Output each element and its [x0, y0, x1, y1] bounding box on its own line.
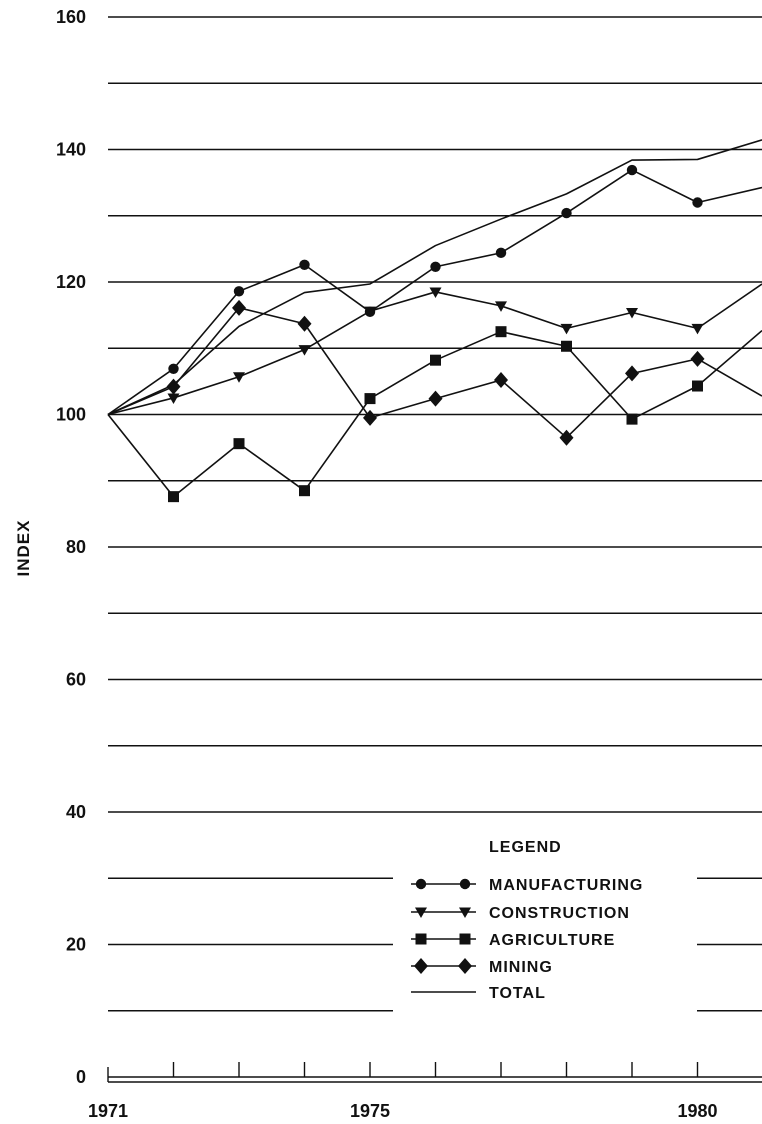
y-tick-label: 160: [56, 7, 86, 27]
legend-marker-manufacturing: [415, 878, 427, 890]
x-axis: 1971 1975 1980: [88, 1062, 762, 1121]
legend-marker-mining: [414, 958, 428, 974]
data-point-construction: [233, 372, 245, 383]
grid-lines: [108, 16, 762, 1012]
data-point-agriculture: [626, 413, 638, 425]
series-total: [107, 139, 762, 416]
y-tick-label: 80: [66, 537, 86, 557]
legend-label-total: TOTAL: [489, 985, 546, 1002]
data-point-manufacturing: [430, 261, 441, 272]
data-point-construction: [298, 345, 311, 356]
legend-label-agriculture: AGRICULTURE: [489, 932, 615, 949]
legend-item-total: TOTAL: [411, 985, 546, 1002]
data-point-construction: [626, 307, 638, 319]
data-point-construction: [560, 323, 573, 335]
legend-label-manufacturing: MANUFACTURING: [489, 877, 643, 894]
legend-item-mining: MINING: [411, 958, 553, 976]
legend-item-manufacturing: MANUFACTURING: [411, 877, 643, 894]
series-line-mining: [107, 307, 762, 439]
data-point-manufacturing: [168, 363, 179, 374]
legend-marker-construction: [415, 907, 427, 918]
data-point-agriculture: [430, 354, 441, 366]
data-point-agriculture: [561, 340, 572, 352]
data-point-mining: [166, 378, 181, 395]
data-point-construction: [691, 323, 704, 335]
series-line-total: [107, 139, 762, 416]
data-point-mining: [232, 299, 246, 316]
data-point-agriculture: [233, 438, 245, 450]
legend-marker-mining: [458, 958, 472, 974]
data-point-manufacturing: [561, 207, 572, 219]
data-point-mining: [494, 372, 508, 389]
y-tick-label: 20: [66, 935, 86, 955]
data-point-mining: [428, 390, 443, 407]
data-point-mining: [297, 315, 312, 332]
x-tick-label: 1980: [677, 1101, 717, 1121]
data-point-mining: [690, 350, 705, 367]
y-tick-label: 0: [76, 1067, 86, 1087]
series-manufacturing: [107, 164, 762, 416]
data-point-manufacturing: [299, 259, 310, 270]
legend-marker-manufacturing: [459, 878, 471, 890]
data-point-manufacturing: [495, 247, 507, 259]
data-point-agriculture: [692, 380, 703, 392]
legend-label-mining: MINING: [489, 959, 553, 976]
legend: LEGEND MANUFACTURING CONSTRUCTION AGRICULT…: [393, 820, 697, 1035]
legend-marker-agriculture: [459, 933, 471, 945]
data-point-mining: [625, 365, 639, 382]
data-point-agriculture: [299, 485, 310, 497]
series-lines: [107, 139, 762, 503]
y-tick-label: 100: [56, 405, 86, 425]
legend-marker-construction: [459, 907, 471, 918]
x-tick-label: 1975: [350, 1101, 390, 1121]
y-tick-labels: 0 20 40 60 80 100 120 140 160: [56, 7, 86, 1087]
legend-label-construction: CONSTRUCTION: [489, 905, 630, 922]
data-point-manufacturing: [692, 197, 703, 208]
y-tick-label: 60: [66, 670, 86, 690]
data-point-manufacturing: [626, 164, 638, 176]
data-point-agriculture: [168, 491, 179, 503]
series-agriculture: [107, 326, 762, 503]
legend-item-construction: CONSTRUCTION: [411, 905, 630, 922]
series-mining: [107, 299, 762, 446]
data-point-construction: [364, 306, 376, 318]
data-point-mining: [363, 409, 377, 426]
data-point-mining: [559, 429, 574, 446]
data-point-manufacturing: [233, 286, 245, 297]
legend-item-agriculture: AGRICULTURE: [411, 932, 615, 949]
data-point-agriculture: [495, 326, 507, 338]
series-construction: [107, 283, 762, 416]
legend-title: LEGEND: [489, 839, 562, 856]
legend-background: [393, 820, 697, 1035]
y-tick-label: 120: [56, 272, 86, 292]
y-axis-title: INDEX: [14, 520, 33, 577]
data-point-agriculture: [364, 393, 376, 405]
legend-marker-agriculture: [415, 933, 427, 945]
data-point-construction: [495, 301, 507, 312]
x-tick-label: 1971: [88, 1101, 128, 1121]
y-tick-label: 140: [56, 140, 86, 160]
y-tick-label: 40: [66, 802, 86, 822]
data-point-construction: [429, 287, 442, 298]
data-point-construction: [167, 393, 180, 404]
